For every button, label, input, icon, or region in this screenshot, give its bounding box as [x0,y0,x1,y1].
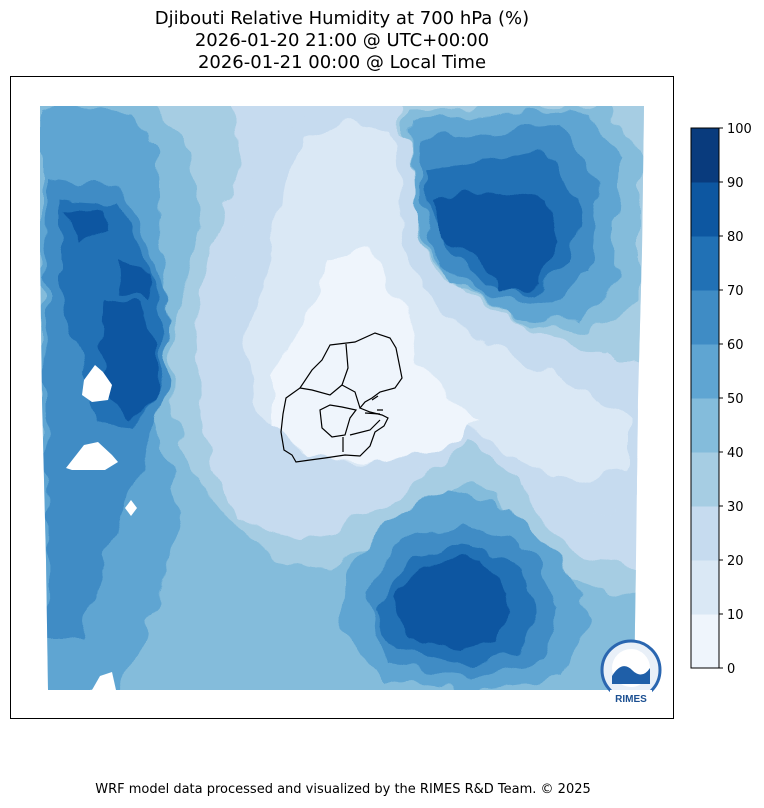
logo-wave [612,666,650,684]
colorbar-swatch [691,128,719,183]
region-border [349,419,381,436]
rimes-logo: RIMES [600,639,662,705]
colorbar-tick-label: 90 [727,176,744,191]
colorbar-swatch [691,614,719,669]
chart-title: Djibouti Relative Humidity at 700 hPa (%… [154,8,530,29]
colorbar-swatch [691,344,719,399]
colorbar-swatch [691,506,719,561]
colorbar-swatch [691,236,719,291]
colorbar-tick-label: 80 [727,230,744,245]
contour-80-90 [432,190,560,292]
colorbar-tick-label: 100 [727,122,752,137]
humidity-field [40,106,644,690]
region-border [299,384,343,396]
colorbar-swatch [691,452,719,507]
djibouti-borders [280,332,403,463]
contour-80-90 [390,560,510,650]
missing-data-patch [92,672,116,690]
contour-80-90 [65,210,110,240]
colorbar-tick-label: 50 [727,392,744,407]
country-outline [280,332,403,463]
contour-80-90 [120,260,150,300]
missing-data-patch [82,365,112,402]
colorbar-swatch [691,398,719,453]
coastline-islands [364,395,383,415]
colorbar-tick-label: 60 [727,338,744,353]
logo-text: RIMES [615,694,647,705]
colorbar-tick-label: 30 [727,500,744,515]
region-border [319,404,358,438]
colorbar-swatch [691,560,719,615]
field-contours [40,106,644,690]
colorbar-tick-label: 10 [727,608,744,623]
missing-data-patch [125,500,137,516]
colorbar-tick-label: 70 [727,284,744,299]
colorbar-tick-label: 0 [727,662,735,677]
attribution-footer: WRF model data processed and visualized … [95,782,591,797]
logo-plate [610,690,652,704]
colorbar-swatch [691,290,719,345]
chart-subtitle-local: 2026-01-21 00:00 @ Local Time [197,52,487,73]
missing-data-patch [66,442,118,470]
colorbar-tick-label: 20 [727,554,744,569]
chart-subtitle-utc: 2026-01-20 21:00 @ UTC+00:00 [194,30,490,51]
colorbar: 0 10 20 30 40 50 60 70 80 90 100 [690,122,752,677]
colorbar-tick-label: 40 [727,446,744,461]
colorbar-swatch [691,182,719,237]
contour-80-90 [102,300,158,420]
